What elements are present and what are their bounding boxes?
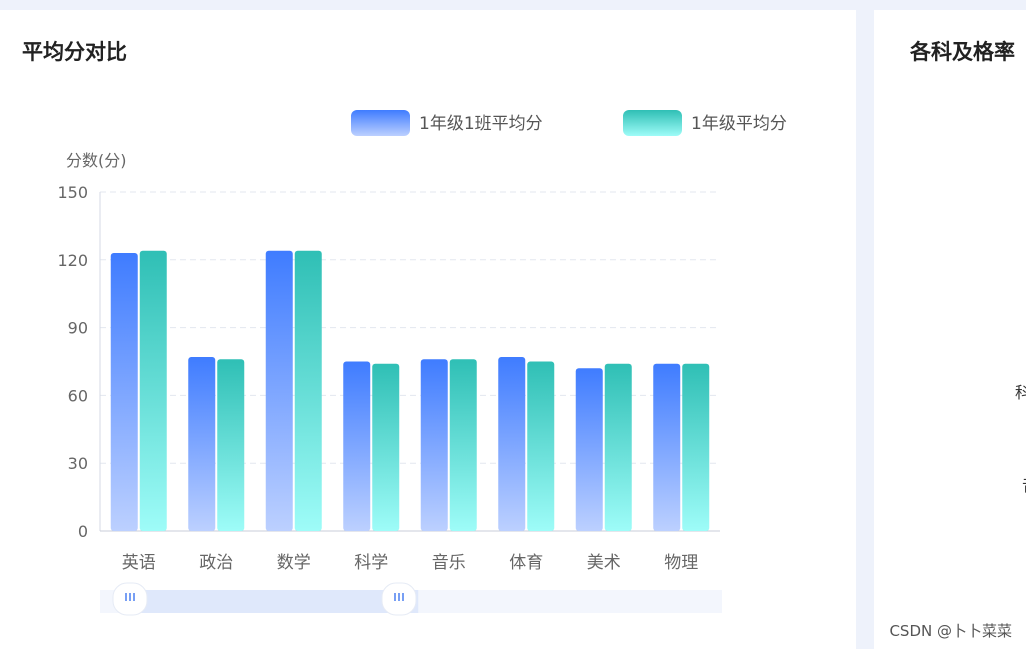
legend-item-series2[interactable]: 1年级平均分 xyxy=(623,110,787,136)
bar-series1 xyxy=(498,356,526,531)
bar-series2 xyxy=(217,359,245,531)
bar-series1 xyxy=(653,363,681,531)
x-tick-label: 政治 xyxy=(199,553,233,573)
bar-chart: 0 30 60 90 120 150 分数(分) 英语 政治 数学 科学 音乐 体育 美术 物理 1年级1班平… xyxy=(57,110,787,616)
bar-series2 xyxy=(372,363,400,531)
bar-series2 xyxy=(139,250,167,531)
bar-series1 xyxy=(343,361,371,531)
x-tick-label: 物理 xyxy=(664,553,698,573)
legend-label: 1年级平均分 xyxy=(691,114,787,134)
y-axis-title: 分数(分) xyxy=(66,151,127,170)
bar-series1 xyxy=(188,356,216,531)
y-tick-label: 30 xyxy=(68,454,88,473)
pass-rate-panel: 各科及格率 科 音 CSDN @卜卜菜菜 xyxy=(874,10,1026,649)
datazoom-handle-start[interactable] xyxy=(112,582,148,616)
bar-series2 xyxy=(682,363,710,531)
bar-series1 xyxy=(110,253,138,531)
x-tick-label: 音乐 xyxy=(432,553,466,573)
legend-label: 1年级1班平均分 xyxy=(419,114,543,134)
pass-rate-label-partial: 科 xyxy=(1015,383,1026,402)
x-tick-label: 科学 xyxy=(354,553,388,573)
pass-rate-label-partial: 音 xyxy=(1022,472,1026,496)
bar-series1 xyxy=(575,368,603,531)
x-tick-label: 数学 xyxy=(277,553,311,573)
legend-swatch xyxy=(623,110,682,136)
bar-series2 xyxy=(449,359,477,531)
legend-swatch xyxy=(351,110,410,136)
bar-series1 xyxy=(265,250,293,531)
y-tick-label: 60 xyxy=(68,386,88,405)
bar-series1 xyxy=(420,359,448,531)
y-tick-label: 120 xyxy=(57,251,88,270)
y-tick-label: 90 xyxy=(68,319,88,338)
datazoom-handle-end[interactable] xyxy=(381,582,417,616)
x-tick-label: 体育 xyxy=(509,553,543,573)
x-tick-label: 美术 xyxy=(587,553,621,573)
bar-series2 xyxy=(604,363,632,531)
watermark: CSDN @卜卜菜菜 xyxy=(889,622,1012,640)
panel-title: 平均分对比 xyxy=(22,40,127,64)
legend-item-series1[interactable]: 1年级1班平均分 xyxy=(351,110,543,136)
bar-series2 xyxy=(294,250,322,531)
bar-series2 xyxy=(527,361,555,531)
x-tick-label: 英语 xyxy=(122,553,156,573)
y-tick-label: 0 xyxy=(78,522,88,541)
y-tick-label: 150 xyxy=(57,183,88,202)
pass-rate-title: 各科及格率 xyxy=(910,40,1015,64)
datazoom-selected-range[interactable] xyxy=(128,590,419,613)
